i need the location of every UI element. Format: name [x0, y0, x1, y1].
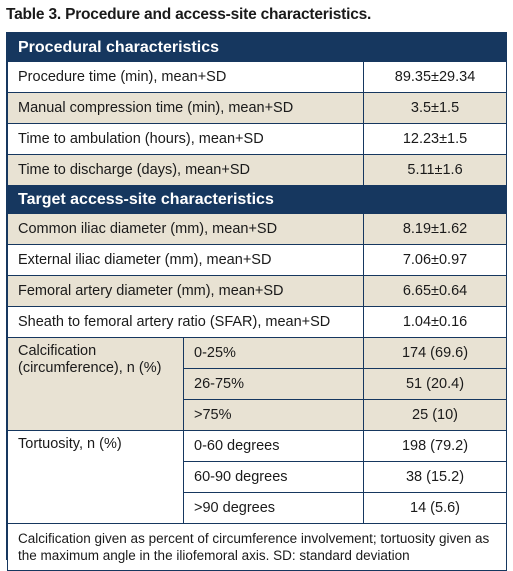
- table-row: Tortuosity, n (%) 0-60 degrees 198 (79.2…: [7, 430, 508, 524]
- characteristics-table-container: Procedural characteristics Procedure tim…: [6, 32, 508, 571]
- section-header-procedural: Procedural characteristics: [6, 33, 508, 62]
- row-sublabel: 0-25%: [183, 337, 364, 369]
- row-label: Common iliac diameter (mm), mean+SD: [7, 213, 364, 245]
- calcification-label-line2: (circumference), n (%): [18, 360, 162, 376]
- section-title: Target access-site characteristics: [6, 185, 508, 214]
- footnote-row: Calcification given as percent of circum…: [6, 523, 508, 571]
- tortuosity-label: Tortuosity, n (%): [7, 430, 184, 524]
- row-value: 89.35±29.34: [362, 61, 508, 93]
- row-value: 3.5±1.5: [362, 92, 508, 124]
- table-row: Manual compression time (min), mean+SD 3…: [7, 92, 508, 124]
- table-row: Common iliac diameter (mm), mean+SD 8.19…: [7, 213, 508, 245]
- table-row: >90 degrees 14 (5.6): [8, 492, 508, 524]
- row-label: Time to discharge (days), mean+SD: [7, 154, 364, 186]
- table-row: Time to discharge (days), mean+SD 5.11±1…: [7, 154, 508, 186]
- row-value: 8.19±1.62: [362, 213, 508, 245]
- row-value: 174 (69.6): [362, 337, 508, 369]
- table-row: 60-90 degrees 38 (15.2): [8, 461, 508, 493]
- row-value: 12.23±1.5: [362, 123, 508, 155]
- table-row: Procedure time (min), mean+SD 89.35±29.3…: [7, 61, 508, 93]
- row-value: 198 (79.2): [362, 430, 508, 462]
- row-value: 1.04±0.16: [362, 306, 508, 338]
- row-label: Procedure time (min), mean+SD: [7, 61, 364, 93]
- row-sublabel: >90 degrees: [183, 492, 364, 524]
- row-label: Time to ambulation (hours), mean+SD: [7, 123, 364, 155]
- row-value: 51 (20.4): [362, 368, 508, 400]
- row-sublabel: >75%: [183, 399, 364, 431]
- section-header-access: Target access-site characteristics: [6, 185, 508, 214]
- table-row: Calcification (circumference), n (%) 0-25…: [7, 337, 508, 431]
- calcification-label: Calcification (circumference), n (%): [7, 337, 184, 431]
- table-row: Time to ambulation (hours), mean+SD 12.2…: [7, 123, 508, 155]
- row-value: 7.06±0.97: [362, 244, 508, 276]
- table-row: 26-75% 51 (20.4): [8, 368, 508, 400]
- section-title: Procedural characteristics: [6, 33, 508, 62]
- table-caption: Table 3. Procedure and access-site chara…: [6, 6, 372, 23]
- row-label: External iliac diameter (mm), mean+SD: [7, 244, 364, 276]
- row-sublabel: 26-75%: [183, 368, 364, 400]
- table-row: Sheath to femoral artery ratio (SFAR), m…: [7, 306, 508, 338]
- table-row: External iliac diameter (mm), mean+SD 7.…: [7, 244, 508, 276]
- table-footnote: Calcification given as percent of circum…: [6, 523, 508, 571]
- calcification-label-line1: Calcification: [18, 343, 97, 359]
- row-label: Femoral artery diameter (mm), mean+SD: [7, 275, 364, 307]
- row-value: 6.65±0.64: [362, 275, 508, 307]
- characteristics-table: Procedural characteristics Procedure tim…: [6, 33, 508, 571]
- row-label: Manual compression time (min), mean+SD: [7, 92, 364, 124]
- table-row: Femoral artery diameter (mm), mean+SD 6.…: [7, 275, 508, 307]
- row-sublabel: 60-90 degrees: [183, 461, 364, 493]
- row-sublabel: 0-60 degrees: [183, 430, 364, 462]
- row-value: 5.11±1.6: [362, 154, 508, 186]
- row-value: 14 (5.6): [362, 492, 508, 524]
- row-value: 38 (15.2): [362, 461, 508, 493]
- row-value: 25 (10): [362, 399, 508, 431]
- row-label: Sheath to femoral artery ratio (SFAR), m…: [7, 306, 364, 338]
